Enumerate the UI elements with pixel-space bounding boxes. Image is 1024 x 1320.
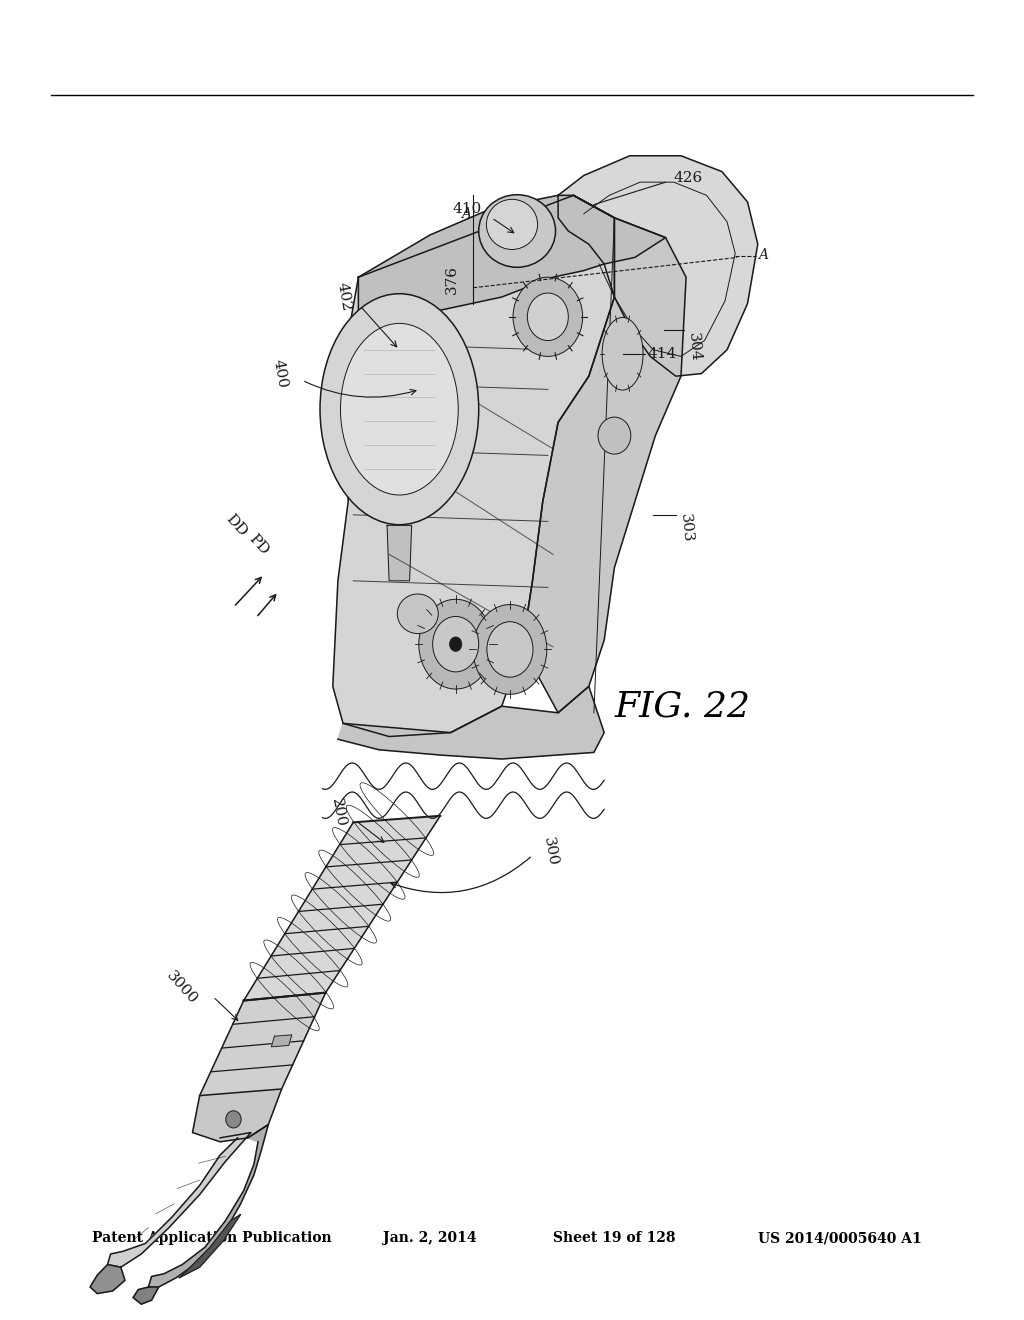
Polygon shape: [558, 156, 758, 376]
Ellipse shape: [598, 417, 631, 454]
Ellipse shape: [432, 616, 479, 672]
Polygon shape: [90, 1265, 125, 1294]
Polygon shape: [133, 1287, 159, 1304]
Text: PD: PD: [246, 532, 271, 558]
Polygon shape: [108, 1133, 251, 1267]
Ellipse shape: [319, 294, 479, 525]
Polygon shape: [358, 195, 666, 317]
Polygon shape: [193, 1089, 282, 1142]
Polygon shape: [271, 1035, 292, 1047]
Ellipse shape: [450, 636, 462, 651]
Text: 3000: 3000: [163, 969, 200, 1006]
Text: 300: 300: [541, 836, 559, 867]
Text: 410: 410: [452, 202, 481, 215]
Ellipse shape: [486, 199, 538, 249]
Ellipse shape: [602, 318, 643, 391]
Ellipse shape: [527, 293, 568, 341]
Polygon shape: [333, 195, 614, 737]
Ellipse shape: [487, 622, 532, 677]
Polygon shape: [244, 816, 440, 1001]
Polygon shape: [148, 1125, 268, 1287]
Ellipse shape: [479, 195, 555, 267]
Text: US 2014/0005640 A1: US 2014/0005640 A1: [758, 1232, 922, 1245]
Text: 304: 304: [686, 333, 702, 362]
Ellipse shape: [397, 594, 438, 634]
Polygon shape: [522, 195, 686, 713]
Ellipse shape: [225, 1110, 242, 1127]
Text: 303: 303: [678, 513, 694, 543]
Ellipse shape: [340, 323, 459, 495]
Text: Jan. 2, 2014: Jan. 2, 2014: [383, 1232, 477, 1245]
Text: 414: 414: [647, 347, 677, 360]
Ellipse shape: [419, 599, 493, 689]
Text: 400: 400: [271, 358, 290, 389]
Text: 402: 402: [335, 281, 353, 313]
Text: A: A: [461, 207, 471, 220]
Text: Patent Application Publication: Patent Application Publication: [92, 1232, 332, 1245]
Text: Sheet 19 of 128: Sheet 19 of 128: [553, 1232, 676, 1245]
Ellipse shape: [473, 605, 547, 694]
Text: A: A: [758, 248, 768, 261]
Polygon shape: [387, 525, 412, 581]
Text: DD: DD: [223, 512, 250, 539]
Text: 426: 426: [674, 172, 703, 185]
Text: 376: 376: [444, 265, 459, 294]
Polygon shape: [179, 1214, 241, 1278]
Ellipse shape: [513, 277, 583, 356]
Text: 200: 200: [330, 797, 348, 829]
Polygon shape: [200, 993, 326, 1096]
Text: FIG. 22: FIG. 22: [614, 689, 751, 723]
Polygon shape: [338, 686, 604, 759]
